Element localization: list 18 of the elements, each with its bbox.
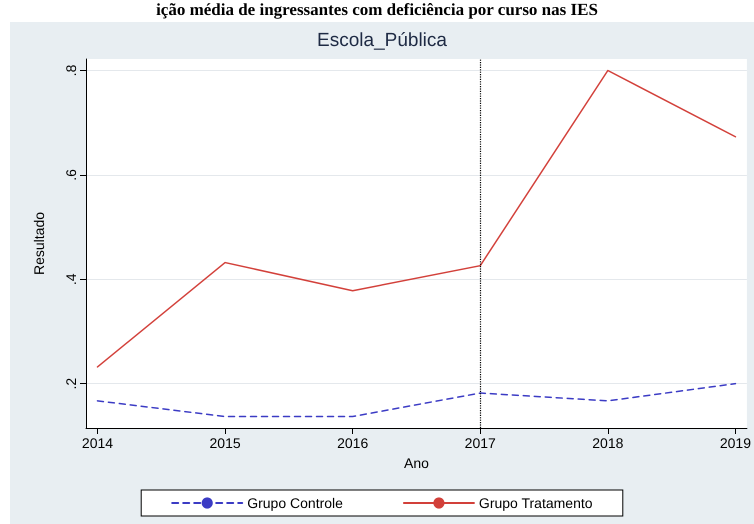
x-tick-label: 2016 <box>337 435 368 451</box>
x-tick-label: 2019 <box>720 435 752 451</box>
x-tick-label: 2018 <box>592 435 624 451</box>
y-tick-label: .2 <box>63 378 79 390</box>
x-tick-label: 2015 <box>209 435 241 451</box>
x-tick-label: 2014 <box>82 435 114 451</box>
y-tick-label: .6 <box>63 168 79 181</box>
y-tick-label: .4 <box>63 273 79 286</box>
chart-title: Escola_Pública <box>317 30 448 51</box>
y-tick-label: .8 <box>63 64 79 76</box>
x-axis-title: Ano <box>404 455 430 471</box>
legend-label: Grupo Controle <box>247 495 344 511</box>
line-series <box>96 382 736 418</box>
text: ição média de ingressantes com deficiência por curso nas IES <box>155 0 599 20</box>
line-series <box>96 70 736 368</box>
legend-label: Grupo Tratamento <box>478 495 593 511</box>
x-tick-label: 2017 <box>464 435 496 451</box>
y-axis-title: Resultado <box>31 212 47 276</box>
